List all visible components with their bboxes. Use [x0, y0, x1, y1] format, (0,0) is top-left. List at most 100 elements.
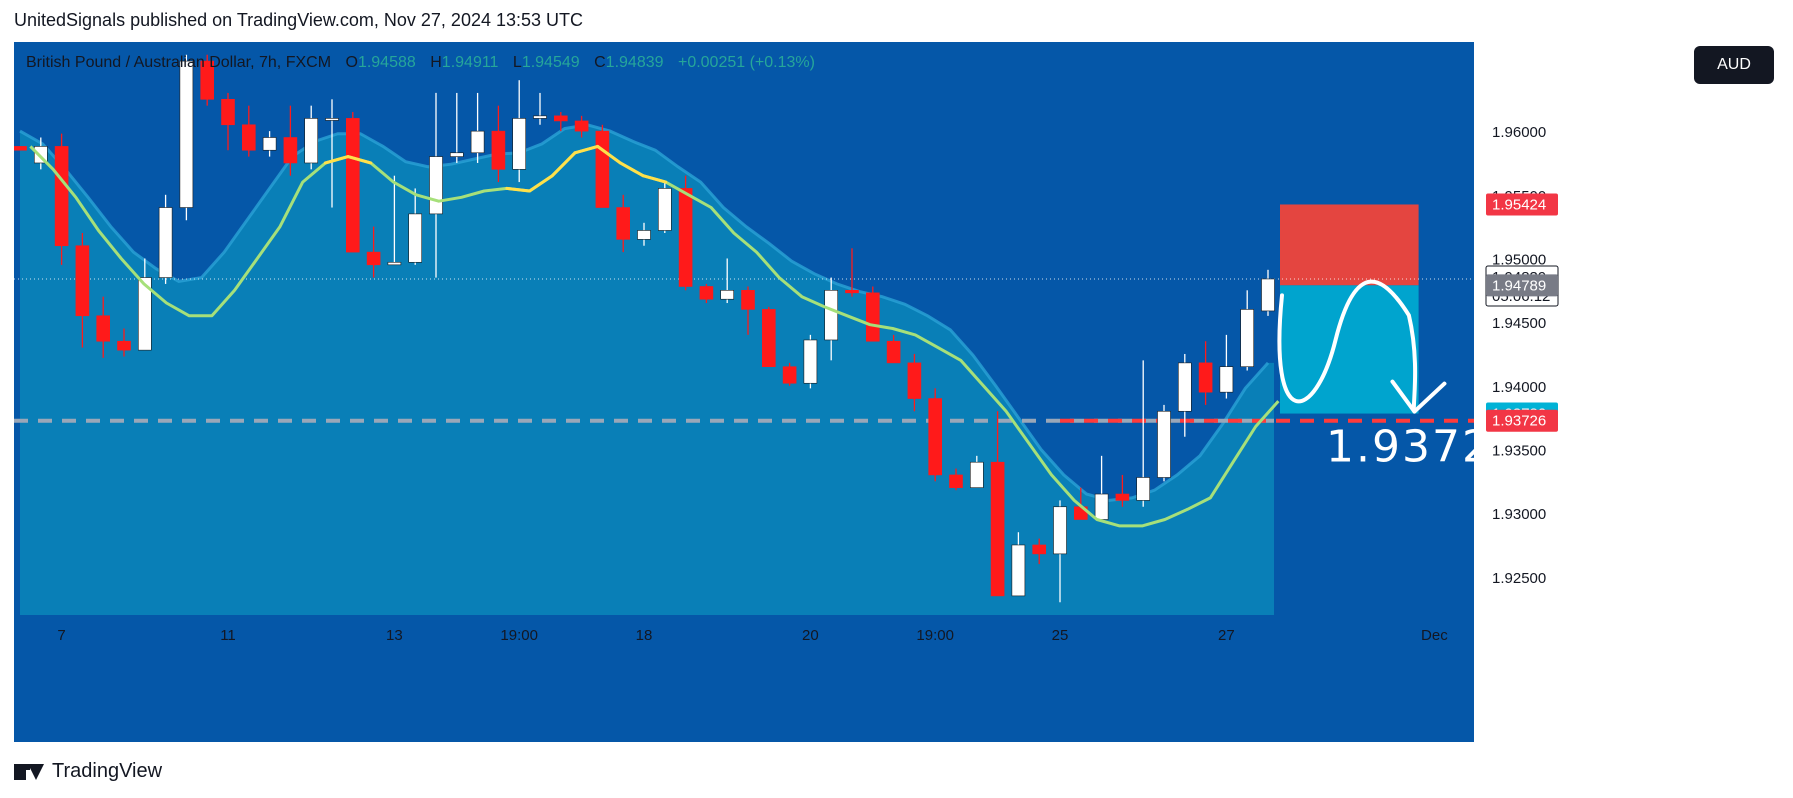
x-tick-label: 7 — [57, 627, 65, 644]
candle — [96, 296, 110, 358]
candle — [1157, 404, 1171, 482]
candle-body — [449, 152, 464, 157]
candle-body — [158, 207, 173, 278]
price-label: 1.95424 — [1486, 193, 1558, 216]
candle-body — [1053, 506, 1067, 555]
candle-body — [990, 461, 1005, 597]
ema-signal-segment — [618, 161, 645, 178]
candle — [720, 258, 735, 304]
candle — [1011, 532, 1026, 597]
chart-panel[interactable]: 1.9372 1.92500 1.93000 1.93500 1.94000 1.945… — [14, 42, 1780, 742]
symbol-header: British Pound / Australian Dollar, 7h, F… — [26, 54, 815, 72]
candle-body — [179, 60, 194, 208]
x-tick-label: 19:00 — [500, 627, 538, 644]
symbol-title[interactable]: British Pound / Australian Dollar, 7h, F… — [26, 54, 332, 71]
candle — [1094, 455, 1109, 520]
candle — [637, 222, 651, 246]
candle-body — [138, 277, 152, 351]
candle — [782, 362, 797, 386]
candle — [553, 112, 568, 132]
candle — [699, 283, 714, 304]
currency-badge[interactable]: AUD — [1694, 46, 1774, 84]
candle-body — [1094, 493, 1109, 520]
x-tick-label: 13 — [386, 627, 403, 644]
candle — [616, 194, 631, 253]
candle-body — [1157, 410, 1171, 478]
target-annotation: 1.9372 — [1326, 422, 1492, 473]
candle — [990, 411, 1005, 597]
y-tick-label: 1.96000 — [1492, 124, 1546, 141]
candle-body — [1198, 362, 1213, 393]
candle-body — [75, 245, 90, 317]
price-chart[interactable]: 1.9372 1.92500 1.93000 1.93500 1.94000 1.945… — [14, 42, 1780, 742]
candle — [657, 182, 672, 233]
candle-body — [491, 130, 506, 170]
candle — [283, 105, 298, 176]
candle-body — [533, 115, 547, 119]
candle-body — [657, 188, 672, 231]
x-tick-label: 19:00 — [916, 627, 954, 644]
change-value: +0.00251 (+0.13%) — [677, 54, 815, 71]
ema-signal-segment — [596, 144, 622, 165]
candle-body — [221, 98, 235, 126]
candle-body — [1011, 544, 1026, 597]
candle — [803, 334, 818, 389]
candle — [304, 105, 319, 170]
high-label: H — [430, 54, 442, 71]
indicator-band-area — [20, 124, 1274, 616]
x-tick-label: Dec — [1421, 627, 1448, 644]
high-value: 1.94911 — [441, 54, 499, 71]
candle-body — [366, 251, 381, 266]
candle — [179, 54, 194, 221]
candle-body — [1240, 309, 1254, 367]
candle-body — [1261, 278, 1275, 312]
candle-body — [54, 146, 69, 247]
open-label: O — [345, 54, 358, 71]
candle-body — [1115, 493, 1130, 501]
candle-body — [699, 286, 714, 300]
candle — [1198, 341, 1213, 405]
price-label-box — [1486, 274, 1558, 297]
candle-body — [14, 146, 27, 151]
candle-body — [886, 340, 901, 364]
candle-body — [1032, 544, 1047, 555]
y-tick-label: 1.93500 — [1492, 442, 1546, 459]
candle-body — [470, 130, 485, 154]
candle-body — [678, 188, 693, 287]
candle — [865, 286, 880, 342]
candle-body — [865, 292, 880, 342]
candle-body — [969, 461, 984, 488]
candle-body — [512, 118, 527, 170]
ema-signal-segment — [505, 186, 532, 193]
candle — [242, 105, 256, 157]
candle — [470, 92, 485, 163]
candle — [1240, 290, 1254, 371]
candle — [949, 468, 963, 491]
candle-body — [574, 120, 589, 132]
tradingview-brand[interactable]: TradingView — [14, 760, 162, 783]
candle — [449, 92, 464, 163]
low-label: L — [512, 54, 522, 71]
candle — [1178, 353, 1192, 437]
open-value: 1.94588 — [357, 54, 416, 71]
candle — [969, 455, 984, 488]
y-tick-label: 1.95000 — [1492, 251, 1546, 268]
candle-body — [761, 309, 776, 367]
price-label-text: 1.95424 — [1492, 196, 1546, 213]
candle — [512, 80, 527, 183]
candle — [1053, 500, 1067, 603]
forecast-arrow-icon — [1390, 379, 1447, 414]
brand-name: TradingView — [52, 760, 163, 782]
candle-body — [553, 115, 568, 122]
publish-attribution: UnitedSignals published on TradingView.c… — [14, 10, 584, 30]
candle-body — [845, 290, 859, 294]
candle — [158, 194, 173, 284]
candle-body — [720, 290, 735, 300]
candle — [1261, 269, 1275, 316]
x-tick-label: 11 — [220, 627, 236, 644]
candle — [262, 131, 277, 157]
forecast-path-drawing — [1277, 279, 1418, 414]
close-value: 1.94839 — [605, 54, 664, 71]
candle — [533, 92, 547, 125]
candle — [117, 328, 131, 357]
